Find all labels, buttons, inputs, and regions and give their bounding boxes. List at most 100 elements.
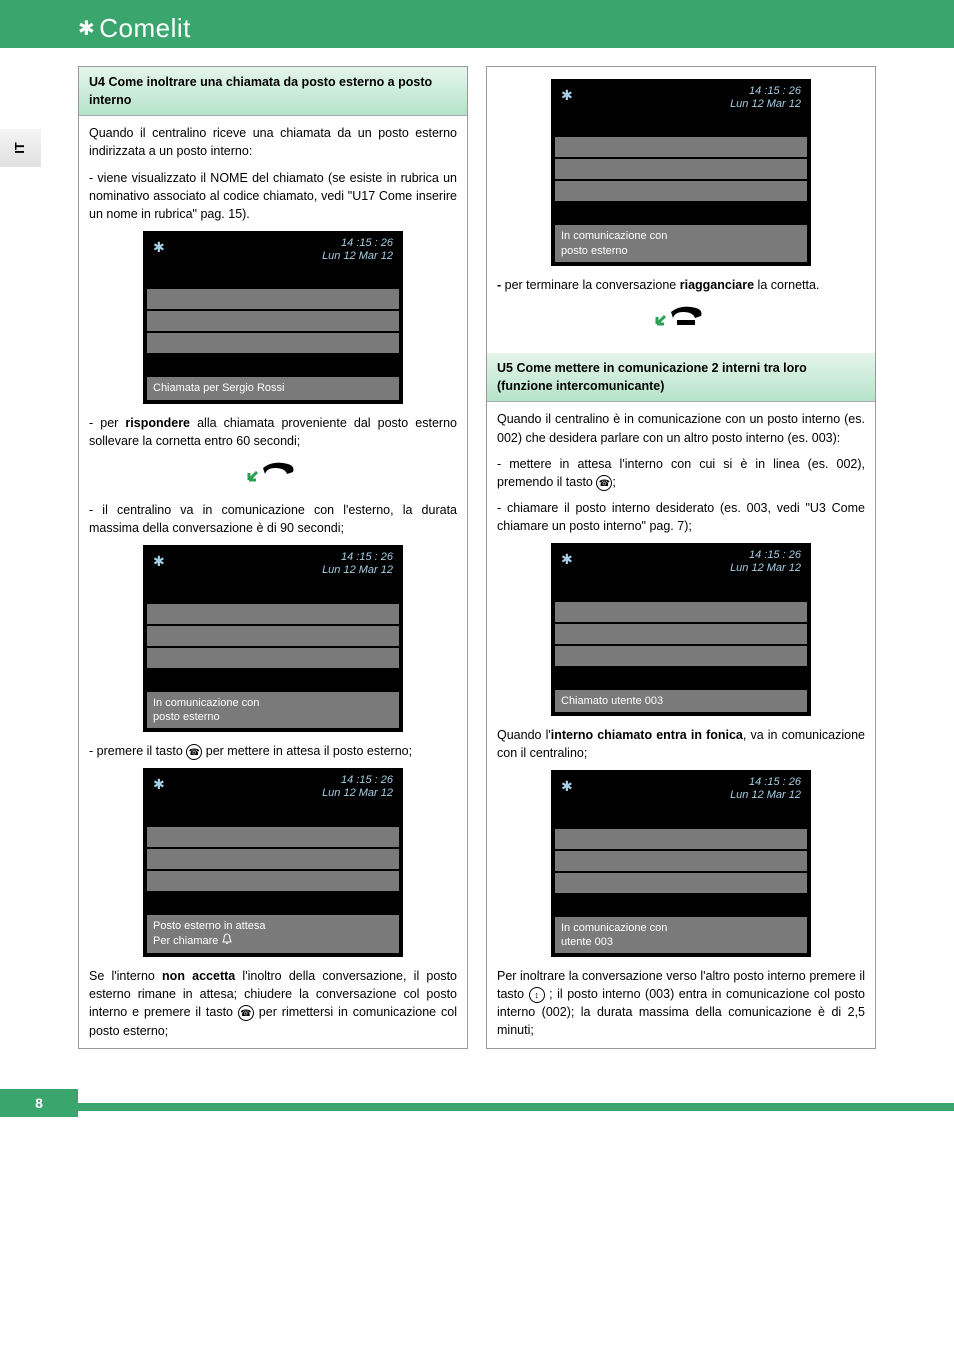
lcd-row xyxy=(555,137,807,157)
text: ; il posto interno (003) entra in comuni… xyxy=(497,987,865,1037)
u5-p5: Per inoltrare la conversazione verso l'a… xyxy=(497,967,865,1040)
text: - premere il tasto xyxy=(89,744,186,758)
lcd-datetime: 14 :15 : 26 Lun 12 Mar 12 xyxy=(322,774,393,800)
lcd-footer-line: utente 003 xyxy=(561,935,801,949)
right-column: ✱ 14 :15 : 26 Lun 12 Mar 12 In comunicaz… xyxy=(486,66,876,1049)
lcd-row xyxy=(147,289,399,309)
text: per mettere in attesa il posto esterno; xyxy=(202,744,412,758)
text-bold: interno chiamato entra in fonica xyxy=(551,728,743,742)
text: Per chiamare xyxy=(153,935,221,947)
u4-title: U4 Come inoltrare una chiamata da posto … xyxy=(79,67,467,116)
handset-pickup-icon xyxy=(243,458,303,491)
lcd-row xyxy=(555,159,807,179)
lcd-time: 14 :15 : 26 xyxy=(730,549,801,562)
lcd-row xyxy=(555,873,807,893)
logo-icon: ✱ xyxy=(78,16,95,41)
lcd-row xyxy=(147,311,399,331)
text-bold: non accetta xyxy=(162,969,235,983)
brand-text: Comelit xyxy=(99,13,191,44)
lcd-row xyxy=(555,807,807,827)
lcd-footer-line: Posto esterno in attesa xyxy=(153,919,393,933)
brand-logo: ✱ Comelit xyxy=(78,13,191,44)
bell-icon xyxy=(221,933,233,949)
lcd-row xyxy=(555,115,807,135)
language-tab: IT xyxy=(0,129,41,167)
lcd-screen: ✱ 14 :15 : 26 Lun 12 Mar 12 In comunicaz… xyxy=(143,545,403,732)
lcd-row xyxy=(147,805,399,825)
text-bold: riagganciare xyxy=(680,278,754,292)
lcd-screen: ✱ 14 :15 : 26 Lun 12 Mar 12 Chiamata per… xyxy=(143,231,403,404)
content: IT U4 Come inoltrare una chiamata da pos… xyxy=(0,48,954,1049)
transfer-button-icon: ↕ xyxy=(529,987,545,1003)
lcd-date: Lun 12 Mar 12 xyxy=(730,98,801,111)
snowflake-icon: ✱ xyxy=(153,551,165,571)
hold-button-icon: ☎ xyxy=(186,744,202,760)
lcd-header: ✱ 14 :15 : 26 Lun 12 Mar 12 xyxy=(555,83,807,115)
u5-p2: - mettere in attesa l'interno con cui si… xyxy=(497,455,865,491)
left-column: U4 Come inoltrare una chiamata da posto … xyxy=(78,66,468,1049)
snowflake-icon: ✱ xyxy=(153,237,165,257)
u4-p6: Se l'interno non accetta l'inoltro della… xyxy=(89,967,457,1040)
top-bar xyxy=(0,0,954,8)
text: la cornetta. xyxy=(754,278,819,292)
lcd-header: ✱ 14 :15 : 26 Lun 12 Mar 12 xyxy=(555,547,807,579)
text: - mettere in attesa l'interno con cui si… xyxy=(497,457,865,489)
u5-p1: Quando il centralino è in comunicazione … xyxy=(497,410,865,446)
handset-hangup-icon xyxy=(651,302,711,335)
hold-button-icon: ☎ xyxy=(238,1005,254,1021)
text: ; xyxy=(612,475,615,489)
lcd-footer: Chiamato utente 003 xyxy=(555,690,807,712)
lcd-row xyxy=(555,203,807,223)
lcd-footer-line: In comunicazione con xyxy=(153,696,393,710)
lcd-row xyxy=(555,895,807,915)
text: - per xyxy=(89,416,125,430)
lcd-footer-line: In comunicazione con xyxy=(561,229,801,243)
lcd-footer-line: posto esterno xyxy=(153,710,393,724)
lcd-screen: ✱ 14 :15 : 26 Lun 12 Mar 12 In comunicaz… xyxy=(551,770,811,957)
header: ✱ Comelit xyxy=(0,8,954,48)
u4-p3: - per rispondere alla chiamata provenien… xyxy=(89,414,457,450)
snowflake-icon: ✱ xyxy=(561,549,573,569)
u4-p2: - viene visualizzato il NOME del chiamat… xyxy=(89,169,457,223)
u5-p3: - chiamare il posto interno desiderato (… xyxy=(497,499,865,535)
footer-bar xyxy=(78,1089,954,1117)
u5-body: Quando il centralino è in comunicazione … xyxy=(487,402,875,1047)
lcd-row xyxy=(147,648,399,668)
lcd-row xyxy=(555,602,807,622)
u4-p1: Quando il centralino riceve una chiamata… xyxy=(89,124,457,160)
lcd-time: 14 :15 : 26 xyxy=(322,551,393,564)
lcd-row xyxy=(147,333,399,353)
lcd-time: 14 :15 : 26 xyxy=(322,774,393,787)
page-number: 8 xyxy=(0,1089,78,1117)
lcd-date: Lun 12 Mar 12 xyxy=(730,789,801,802)
lcd-row xyxy=(147,827,399,847)
lcd-screen: ✱ 14 :15 : 26 Lun 12 Mar 12 Posto estern… xyxy=(143,768,403,957)
text: Quando l' xyxy=(497,728,551,742)
lcd-row xyxy=(555,668,807,688)
lcd-footer: Chiamata per Sergio Rossi xyxy=(147,377,399,399)
lcd-date: Lun 12 Mar 12 xyxy=(322,564,393,577)
snowflake-icon: ✱ xyxy=(153,774,165,794)
u4-p5: - premere il tasto ☎ per mettere in atte… xyxy=(89,742,457,760)
text: per terminare la conversazione xyxy=(505,278,680,292)
left-margin: IT xyxy=(0,66,78,1049)
lcd-row xyxy=(555,829,807,849)
lcd-footer-line: Per chiamare xyxy=(153,933,393,949)
u5-p4: Quando l'interno chiamato entra in fonic… xyxy=(497,726,865,762)
lcd-time: 14 :15 : 26 xyxy=(730,85,801,98)
columns: U4 Come inoltrare una chiamata da posto … xyxy=(78,66,954,1049)
lcd-row xyxy=(555,181,807,201)
lcd-header: ✱ 14 :15 : 26 Lun 12 Mar 12 xyxy=(147,235,399,267)
lcd-row xyxy=(147,893,399,913)
lcd-row xyxy=(147,849,399,869)
lcd-row xyxy=(147,626,399,646)
lcd-row xyxy=(147,604,399,624)
lcd-date: Lun 12 Mar 12 xyxy=(730,562,801,575)
lcd-footer-line: posto esterno xyxy=(561,244,801,258)
lcd-header: ✱ 14 :15 : 26 Lun 12 Mar 12 xyxy=(555,774,807,806)
lcd-screen: ✱ 14 :15 : 26 Lun 12 Mar 12 In comunicaz… xyxy=(551,79,811,266)
lcd-date: Lun 12 Mar 12 xyxy=(322,250,393,263)
right-top-p1: - per terminare la conversazione riaggan… xyxy=(497,276,865,294)
text: Se l'interno xyxy=(89,969,162,983)
lcd-screen: ✱ 14 :15 : 26 Lun 12 Mar 12 Chiamato ute… xyxy=(551,543,811,716)
